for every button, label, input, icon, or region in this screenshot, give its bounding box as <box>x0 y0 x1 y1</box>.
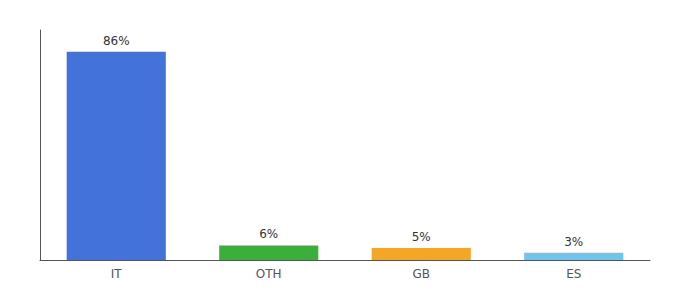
svg-text:GB: GB <box>412 267 430 281</box>
svg-text:OTH: OTH <box>256 267 282 281</box>
svg-text:86%: 86% <box>103 34 130 48</box>
svg-text:6%: 6% <box>259 227 278 241</box>
svg-text:ES: ES <box>566 267 581 281</box>
svg-text:3%: 3% <box>564 235 583 249</box>
svg-text:IT: IT <box>111 267 123 281</box>
svg-text:5%: 5% <box>412 230 431 244</box>
